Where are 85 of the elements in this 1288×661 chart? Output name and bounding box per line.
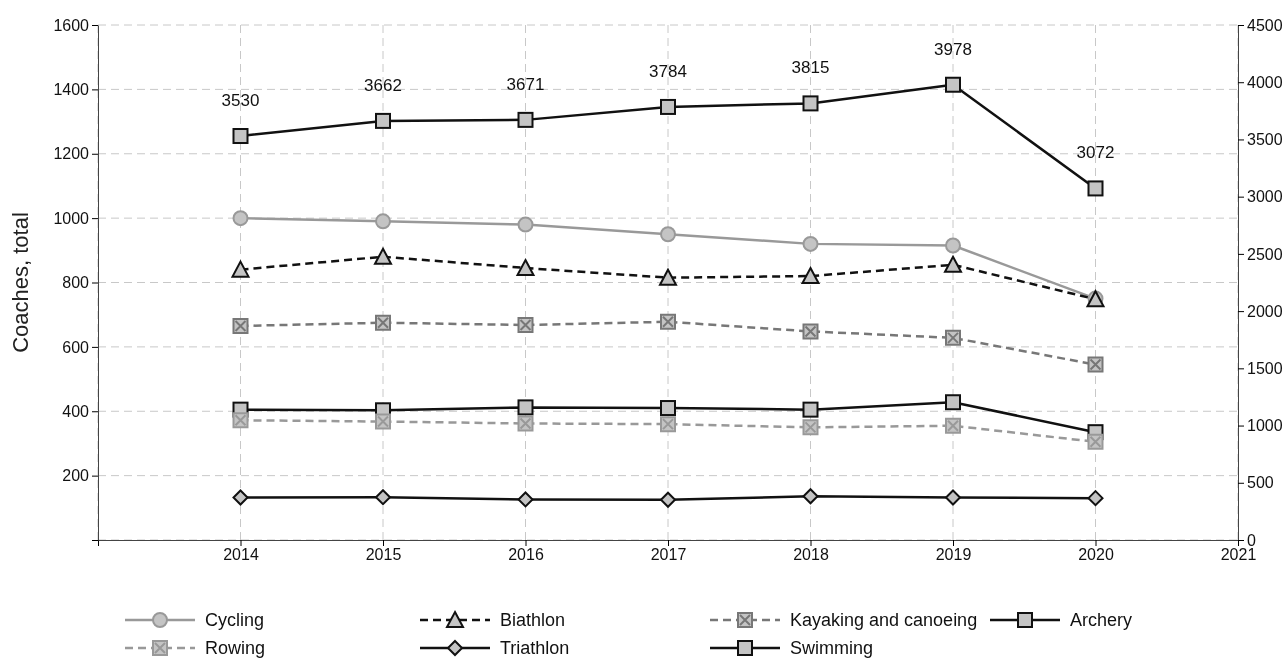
point — [375, 112, 391, 129]
point — [375, 213, 391, 230]
y-tick-label: 1600 — [53, 16, 90, 34]
y-tick-label: 1400 — [53, 81, 90, 98]
point — [231, 260, 250, 278]
point — [802, 419, 819, 436]
point — [232, 128, 249, 145]
point — [517, 216, 534, 233]
data-label: 3784 — [649, 61, 687, 81]
y2-tick-label: 2500 — [1247, 245, 1283, 263]
point — [232, 210, 249, 227]
data-label: 3815 — [791, 58, 830, 78]
y2-tick-label: 3500 — [1247, 131, 1283, 149]
point — [517, 111, 534, 128]
point — [660, 400, 676, 417]
x-tick-label: 2021 — [1220, 546, 1257, 564]
point — [660, 313, 676, 330]
point — [1087, 180, 1104, 197]
legend-label: Biathlon — [500, 610, 566, 630]
point — [660, 226, 676, 243]
point — [945, 329, 961, 346]
legend-label: Cycling — [205, 610, 265, 630]
x-tick-label: 2014 — [223, 546, 259, 564]
data-label: 3978 — [934, 39, 972, 59]
y2-tick-label: 0 — [1247, 531, 1256, 549]
x-tick-label: 2018 — [793, 546, 829, 564]
point — [517, 316, 534, 333]
legend-label: Triathlon — [500, 638, 570, 658]
point — [945, 237, 961, 254]
data-label: 3662 — [364, 75, 402, 95]
y2-tick-label: 4500 — [1247, 16, 1283, 34]
data-label: 3072 — [1076, 143, 1115, 163]
y2-tick-label: 4000 — [1247, 73, 1283, 91]
point — [375, 489, 391, 506]
point — [232, 489, 249, 506]
point — [517, 415, 534, 432]
x-tick-label: 2019 — [935, 546, 972, 564]
point — [374, 247, 392, 265]
point — [802, 95, 819, 112]
y2-tick-label: 1000 — [1247, 417, 1283, 435]
point — [1087, 356, 1104, 373]
legend-label: Rowing — [205, 638, 266, 658]
y2-tick-label: 1500 — [1247, 359, 1283, 377]
point — [945, 76, 961, 93]
y2-tick-label: 500 — [1247, 474, 1274, 492]
point — [802, 488, 819, 505]
point — [802, 401, 819, 418]
point — [660, 491, 676, 508]
point — [944, 255, 962, 273]
legend-label: Swimming — [790, 638, 874, 658]
y-tick-label: 400 — [62, 402, 90, 420]
y-tick-label: 800 — [62, 274, 90, 292]
y-tick-label: 1000 — [53, 209, 90, 227]
y-axis-title: Coaches, total — [8, 212, 33, 353]
data-label: 3671 — [506, 74, 545, 94]
point — [516, 259, 535, 277]
x-tick-label: 2015 — [365, 546, 402, 564]
point — [517, 399, 534, 416]
y-tick-label: 1200 — [53, 145, 90, 163]
point — [660, 416, 676, 433]
y2-tick-label: 3000 — [1247, 188, 1283, 206]
data-label: 3530 — [221, 91, 260, 111]
point — [802, 235, 819, 252]
point — [375, 413, 391, 430]
point — [945, 417, 961, 434]
point — [375, 314, 391, 331]
point — [232, 317, 249, 334]
x-tick-label: 2020 — [1078, 546, 1114, 564]
point — [802, 323, 819, 340]
point — [801, 267, 820, 285]
y2-tick-label: 2000 — [1247, 302, 1283, 320]
point — [1087, 490, 1104, 507]
legend-label: Archery — [1070, 610, 1133, 630]
point — [659, 268, 677, 286]
point — [232, 412, 249, 429]
point — [945, 489, 961, 506]
legend-label: Kayaking and canoeing — [790, 610, 978, 630]
x-tick-label: 2016 — [508, 546, 544, 564]
y-tick-label: 200 — [62, 467, 90, 485]
point — [517, 491, 534, 508]
y-tick-label: 600 — [62, 338, 90, 356]
point — [1087, 433, 1104, 450]
point — [660, 98, 676, 115]
x-tick-label: 2017 — [650, 546, 687, 564]
point — [945, 394, 961, 411]
